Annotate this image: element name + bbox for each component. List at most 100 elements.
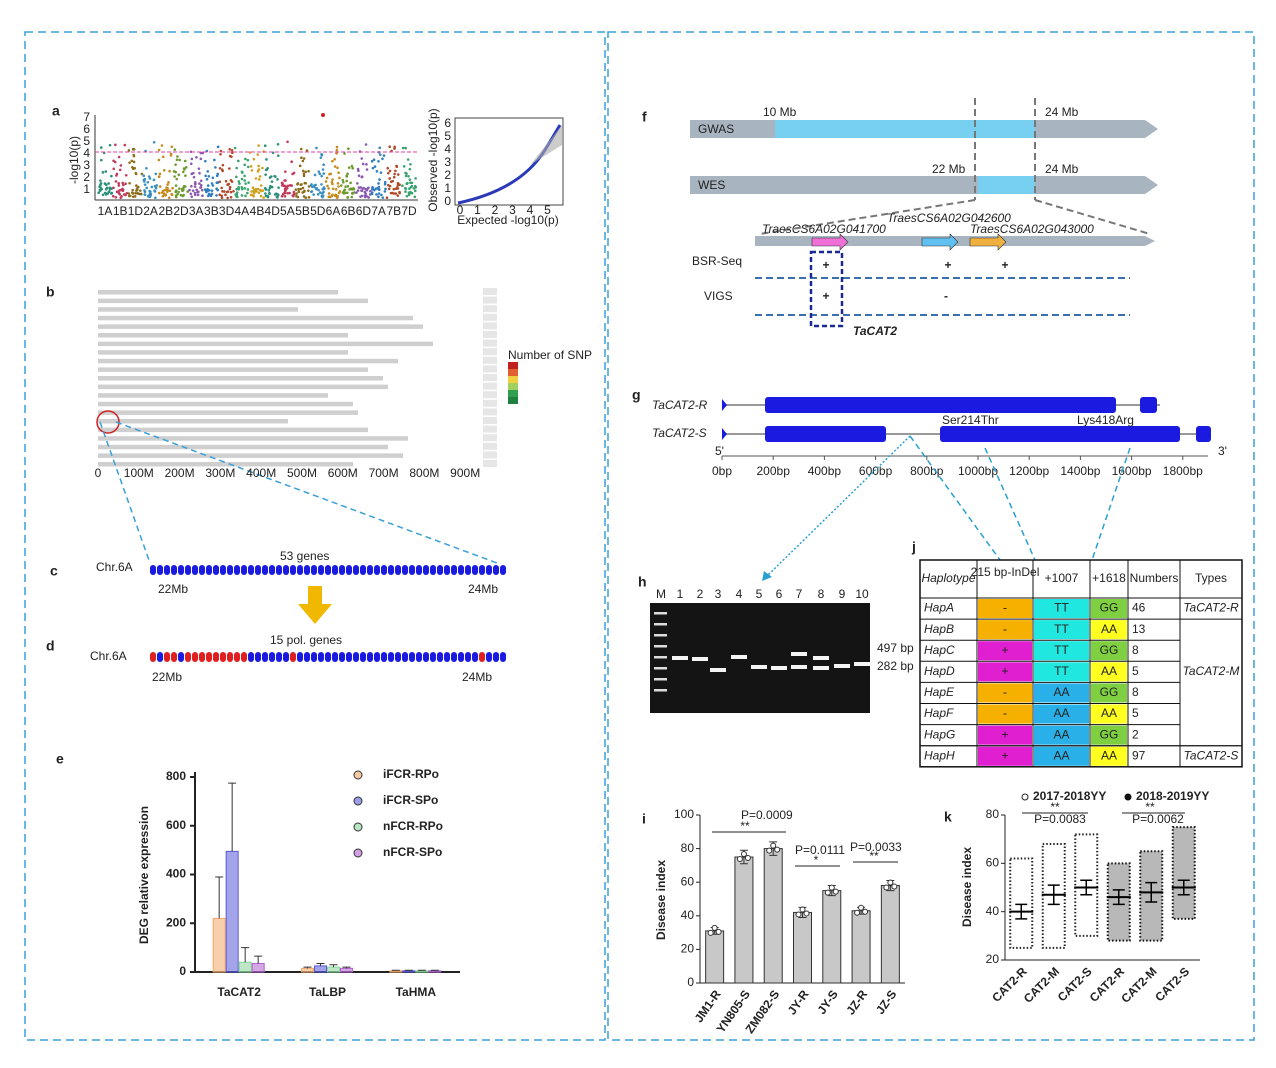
snp-point xyxy=(237,187,241,191)
y-tick-label: 800 xyxy=(166,769,186,783)
snp-point xyxy=(154,186,158,190)
snp-point xyxy=(333,157,336,161)
snp-point xyxy=(246,158,250,162)
gene-box xyxy=(486,565,492,575)
snp-point xyxy=(201,194,204,198)
snp-point xyxy=(192,175,196,179)
table-header: Types xyxy=(1195,571,1227,585)
snp-point xyxy=(182,167,186,170)
axis-label: DEG relative expression xyxy=(137,806,151,944)
snp-point xyxy=(404,146,407,150)
snp-point xyxy=(177,173,181,177)
chromosome-bar xyxy=(98,341,433,347)
snp-point xyxy=(320,174,323,178)
table-cell-text: AA xyxy=(1053,685,1069,699)
chromosome-bar xyxy=(98,358,398,364)
label: + xyxy=(944,258,951,272)
replicate xyxy=(715,928,722,935)
snp-point xyxy=(174,195,178,199)
legend-marker xyxy=(1021,793,1029,801)
snp-point xyxy=(264,188,268,191)
snp-point xyxy=(107,182,110,185)
legend-marker xyxy=(353,770,363,780)
y-tick-label: 1 xyxy=(444,181,451,195)
snp-point xyxy=(206,170,210,173)
snp-point xyxy=(121,188,125,191)
snp-point xyxy=(249,165,253,168)
snp-point xyxy=(107,190,111,194)
x-tick-label: 300M xyxy=(205,466,235,480)
snp-point xyxy=(207,192,211,196)
snp-point xyxy=(228,167,231,170)
gene-box xyxy=(185,652,191,662)
annotation: P=0.0062 xyxy=(1132,812,1184,826)
annotation: ** xyxy=(1050,800,1060,814)
snp-point xyxy=(407,191,411,195)
y-tick-label: 0 xyxy=(444,194,451,208)
lane-label: 9 xyxy=(839,587,846,601)
snp-point xyxy=(189,192,193,196)
x-tick-label: 1600bp xyxy=(1112,464,1152,478)
chromosome-bar xyxy=(98,453,403,458)
chr-tag xyxy=(483,399,497,407)
snp-point xyxy=(228,147,231,151)
snp-point xyxy=(410,191,414,195)
qq-band xyxy=(530,125,562,165)
x-tick-label: JY-R xyxy=(785,987,812,1017)
snp-point xyxy=(123,143,127,147)
x-tick-label: 0 xyxy=(457,203,464,217)
snp-point xyxy=(362,186,365,190)
snp-point xyxy=(166,183,169,186)
legend-marker xyxy=(1124,793,1132,801)
snp-point xyxy=(99,181,103,185)
gene-box xyxy=(192,652,198,662)
snp-point xyxy=(128,181,131,185)
table-cell-text: HapB xyxy=(924,622,954,636)
snp-point xyxy=(197,190,200,194)
snp-point xyxy=(394,192,398,195)
snp-point xyxy=(154,172,158,176)
legend-label: 2018-2019YY xyxy=(1136,789,1209,803)
snp-point xyxy=(321,168,325,171)
lane-label: 3 xyxy=(715,587,722,601)
snp-point xyxy=(338,176,341,180)
legend-label: nFCR-SPo xyxy=(383,845,442,859)
arrow-head xyxy=(762,571,772,581)
gene-box xyxy=(346,565,352,575)
snp-point xyxy=(392,192,396,195)
snp-point xyxy=(155,184,159,187)
snp-point xyxy=(283,195,287,198)
snp-point xyxy=(316,193,320,196)
snp-point xyxy=(122,183,125,187)
snp-point xyxy=(117,181,120,185)
snp-point xyxy=(210,192,214,196)
snp-point xyxy=(355,191,358,194)
snp-point xyxy=(331,159,334,163)
table-cell-text: AA xyxy=(1101,622,1117,636)
label: + xyxy=(822,258,829,272)
snp-point xyxy=(257,164,260,168)
chromosome-bar xyxy=(98,324,423,329)
ladder-band xyxy=(654,623,667,626)
label: e xyxy=(56,751,64,767)
snp-point xyxy=(244,194,247,198)
chromosome-bar xyxy=(98,410,358,415)
snp-point xyxy=(314,183,317,187)
snp-point xyxy=(275,195,279,199)
gene-box xyxy=(402,565,408,575)
density-scale xyxy=(508,383,518,390)
chr-tag xyxy=(483,356,497,364)
gel-band xyxy=(834,664,850,668)
x-tick-label: 800M xyxy=(409,466,439,480)
snp-point xyxy=(97,191,100,195)
table-cell-text: HapE xyxy=(924,685,955,699)
snp-point xyxy=(152,140,156,144)
snp-point xyxy=(367,196,370,199)
label: 24Mb xyxy=(462,670,492,684)
snp-point xyxy=(327,187,330,190)
snp-point xyxy=(410,181,414,185)
snp-point xyxy=(342,180,345,184)
snp-point xyxy=(294,188,298,192)
error-bar xyxy=(1177,879,1190,896)
snp-point xyxy=(119,164,123,167)
